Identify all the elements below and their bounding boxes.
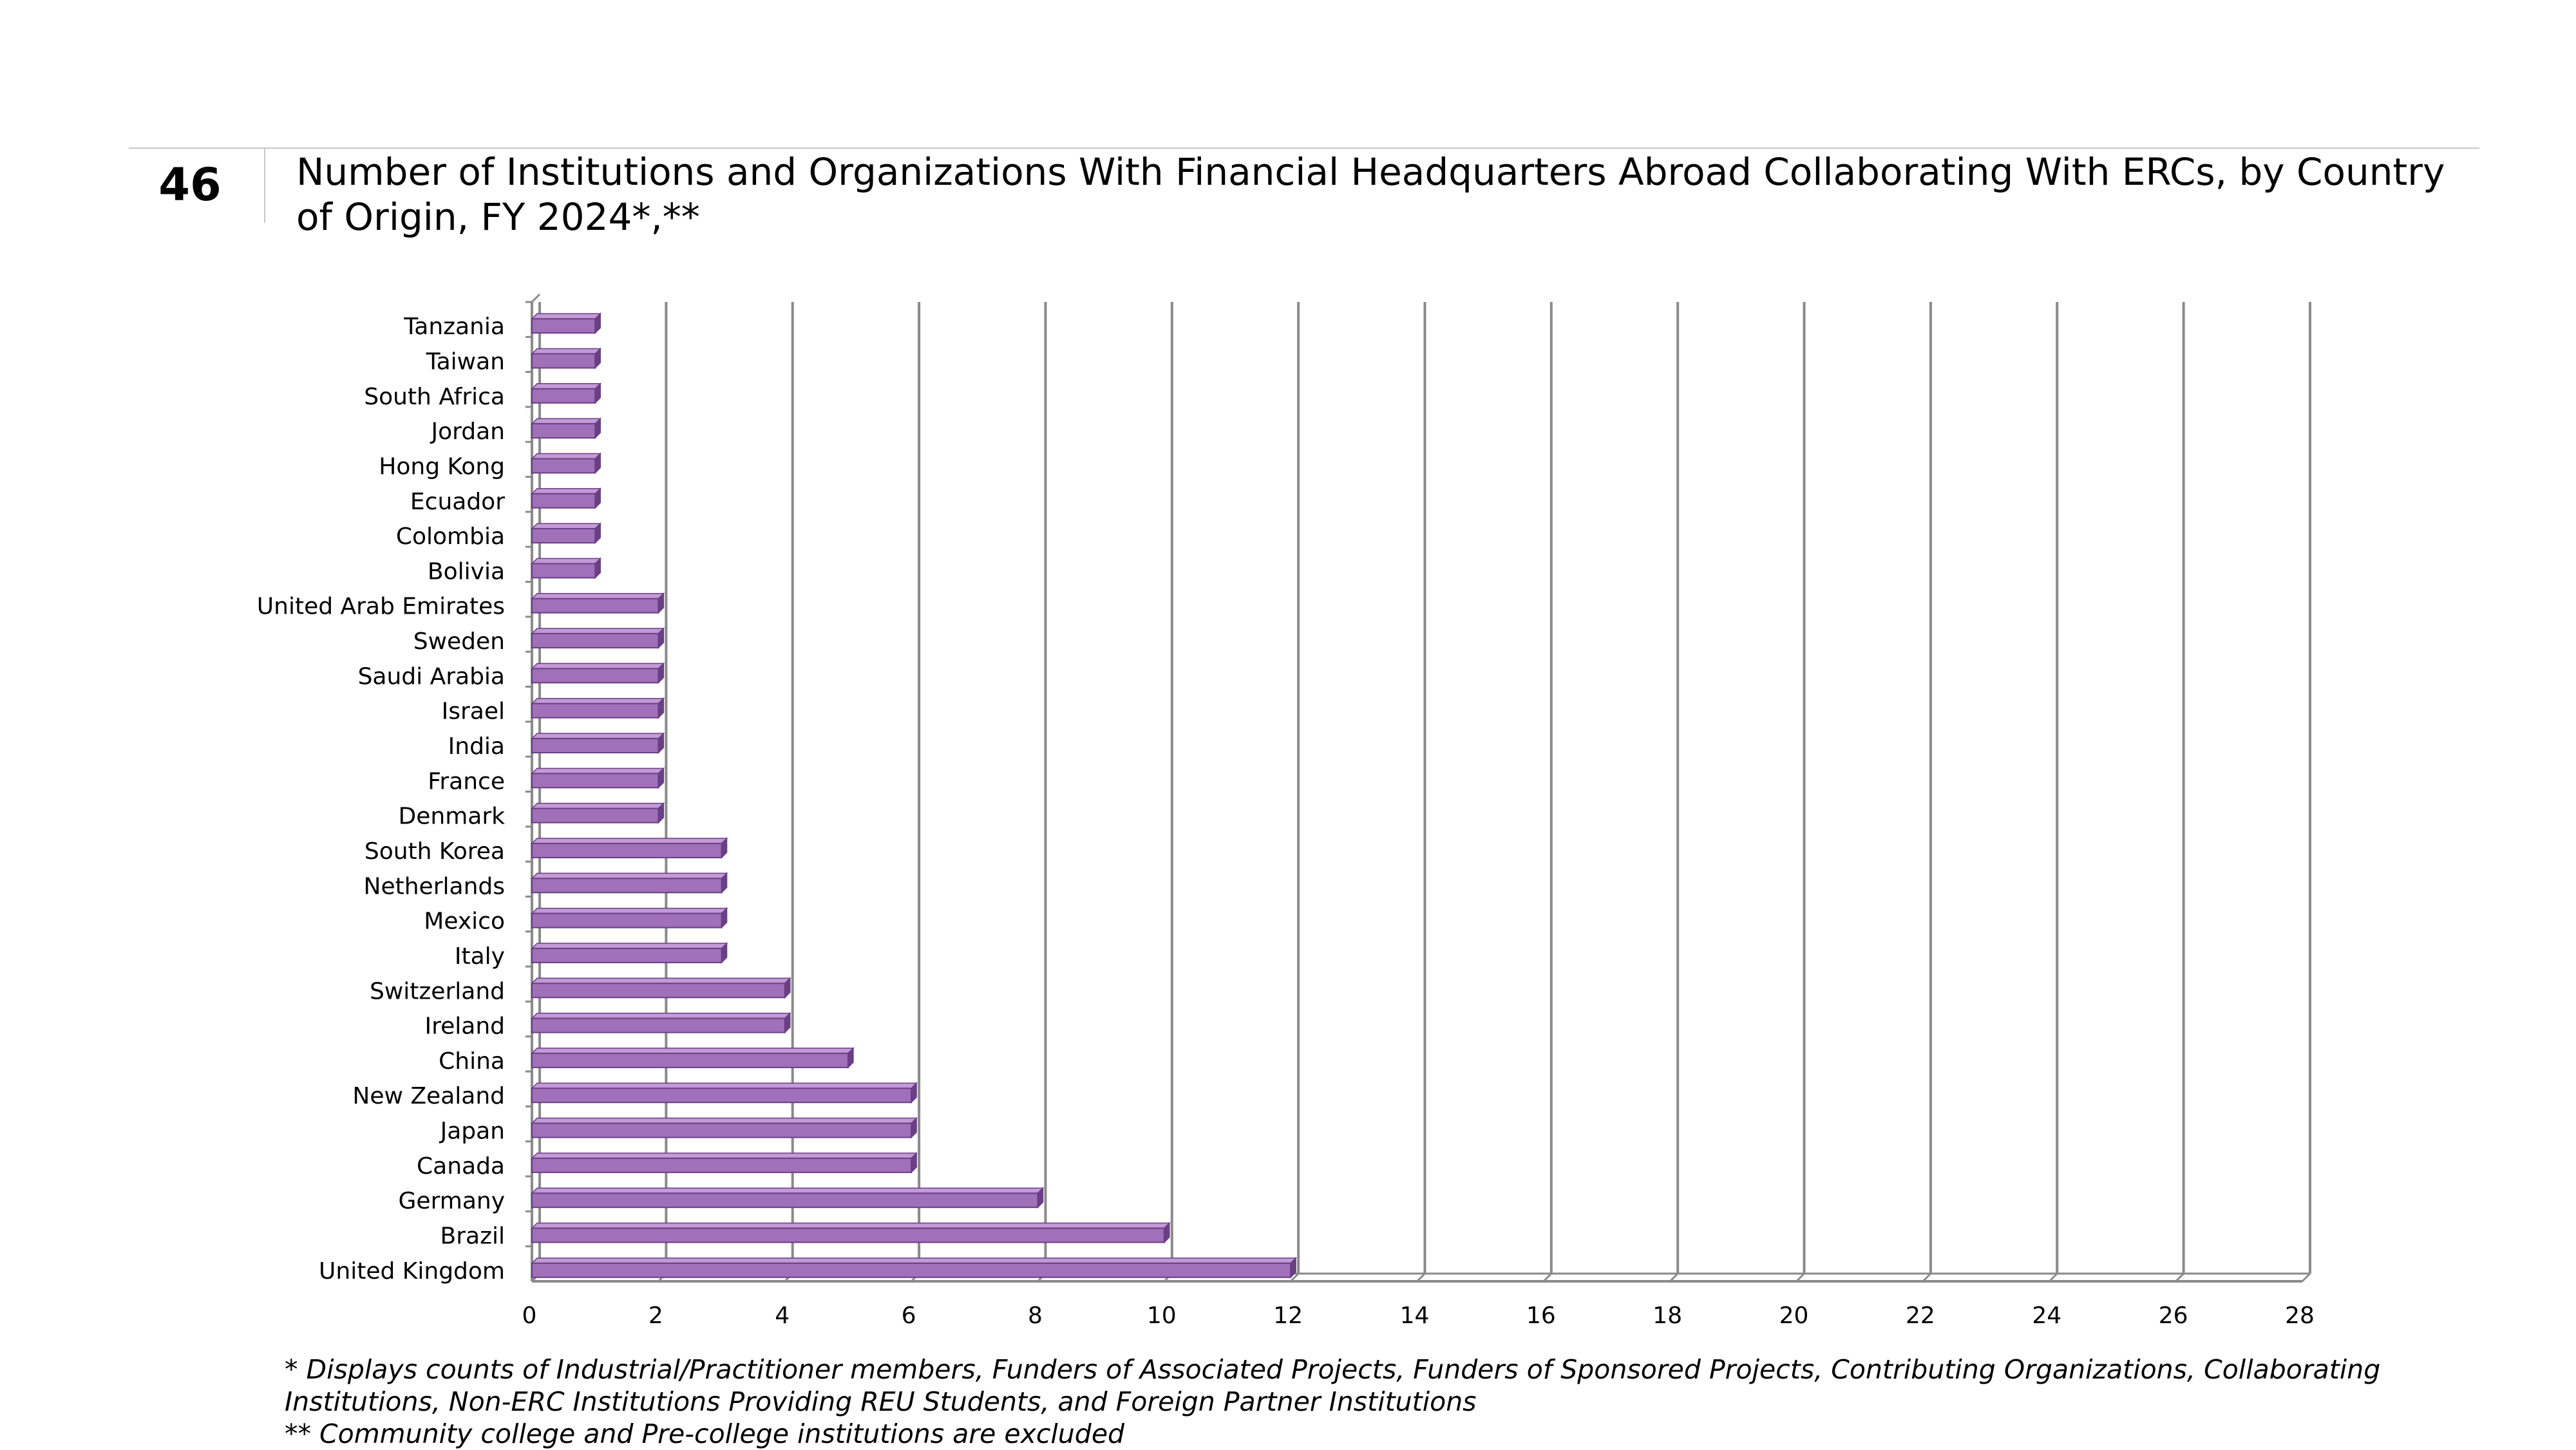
bar-taiwan [531, 347, 601, 370]
bar-tanzania [531, 312, 601, 334]
category-label: Sweden [413, 628, 505, 655]
x-tick-labels: 0 2 4 6 8 10 12 14 16 18 20 22 24 26 28 [522, 1303, 2315, 1326]
bar-united-kingdom [531, 1257, 1297, 1279]
category-label: Saudi Arabia [358, 663, 505, 690]
category-label: Ecuador [410, 489, 505, 515]
x-tick-label: 18 [1653, 1303, 1682, 1326]
bar-bolivia [531, 557, 601, 579]
category-label: Denmark [399, 804, 506, 830]
bar-switzerland [531, 977, 791, 999]
bar-ireland [531, 1012, 791, 1034]
category-label: Germany [399, 1188, 505, 1214]
bar-denmark [531, 802, 665, 824]
bar-jordan [531, 417, 601, 439]
category-label: South Africa [364, 384, 505, 410]
category-labels: Tanzania Taiwan South Africa Jordan Hong Kon… [257, 314, 505, 1285]
slide-number: 46 [158, 158, 222, 211]
x-tick-label: 8 [1028, 1303, 1043, 1326]
category-label: Japan [439, 1118, 505, 1145]
x-tick-label: 12 [1273, 1303, 1303, 1326]
x-tick-label: 0 [522, 1303, 537, 1326]
bar-south-africa [531, 382, 601, 404]
bar-united-arab-emirates [531, 592, 665, 614]
category-label: Jordan [430, 419, 505, 445]
category-label: France [428, 768, 505, 795]
x-tick-label: 26 [2159, 1303, 2188, 1326]
category-label: Tanzania [403, 314, 505, 340]
chart-title: Number of Institutions and Organizations… [296, 150, 2445, 239]
header-divider [264, 149, 265, 223]
category-label: United Kingdom [319, 1258, 505, 1285]
category-label: Bolivia [428, 558, 505, 585]
y-axis-depth [531, 293, 541, 303]
category-label: India [448, 733, 505, 760]
bar-brazil [531, 1221, 1171, 1244]
bars [531, 312, 1297, 1279]
category-label: Canada [417, 1153, 505, 1180]
category-label: Netherlands [364, 873, 505, 899]
bar-israel [531, 697, 665, 719]
bar-germany [531, 1187, 1045, 1209]
category-label: Switzerland [370, 978, 505, 1004]
category-label: Brazil [440, 1223, 505, 1250]
category-label: New Zealand [352, 1083, 505, 1109]
x-tick-label: 24 [2032, 1303, 2061, 1326]
footnote-scope: * Displays counts of Industrial/Practiti… [285, 1354, 2381, 1417]
header-rule [129, 147, 2479, 149]
category-label: Italy [455, 943, 505, 970]
x-tick-label: 4 [775, 1303, 790, 1326]
bar-mexico [531, 907, 728, 929]
footnote-exclusions: ** Community college and Pre-college ins… [285, 1418, 1125, 1449]
bar-netherlands [531, 872, 728, 894]
grid-depth-28 [2301, 1272, 2311, 1283]
category-label: Taiwan [426, 348, 505, 375]
category-label: Hong Kong [379, 453, 505, 480]
category-label: China [439, 1048, 505, 1075]
x-tick-label: 16 [1526, 1303, 1556, 1326]
bar-south-korea [531, 837, 728, 859]
bar-italy [531, 942, 728, 964]
category-label: United Arab Emirates [257, 594, 505, 620]
bar-japan [531, 1116, 918, 1139]
bar-ecuador [531, 487, 601, 509]
x-tick-label: 10 [1147, 1303, 1177, 1326]
bar-canada [531, 1152, 918, 1174]
bar-chart: Tanzania Taiwan South Africa Jordan Hong Kon… [257, 293, 2315, 1326]
category-label: South Korea [365, 838, 505, 865]
category-label: Israel [442, 699, 505, 725]
x-tick-label: 28 [2285, 1303, 2315, 1326]
bar-india [531, 732, 665, 754]
bar-new-zealand [531, 1082, 918, 1104]
bar-france [531, 767, 665, 789]
bar-colombia [531, 522, 601, 544]
category-label: Mexico [424, 909, 505, 935]
x-tick-label: 6 [902, 1303, 916, 1326]
x-tick-label: 20 [1779, 1303, 1809, 1326]
bar-saudi-arabia [531, 662, 665, 684]
bar-hong-kong [531, 452, 601, 475]
x-tick-label: 2 [649, 1303, 663, 1326]
category-label: Colombia [396, 523, 505, 550]
bar-china [531, 1047, 855, 1069]
bar-sweden [531, 627, 665, 649]
x-tick-label: 22 [1906, 1303, 1935, 1326]
category-label: Ireland [424, 1013, 505, 1040]
x-tick-label: 14 [1400, 1303, 1430, 1326]
